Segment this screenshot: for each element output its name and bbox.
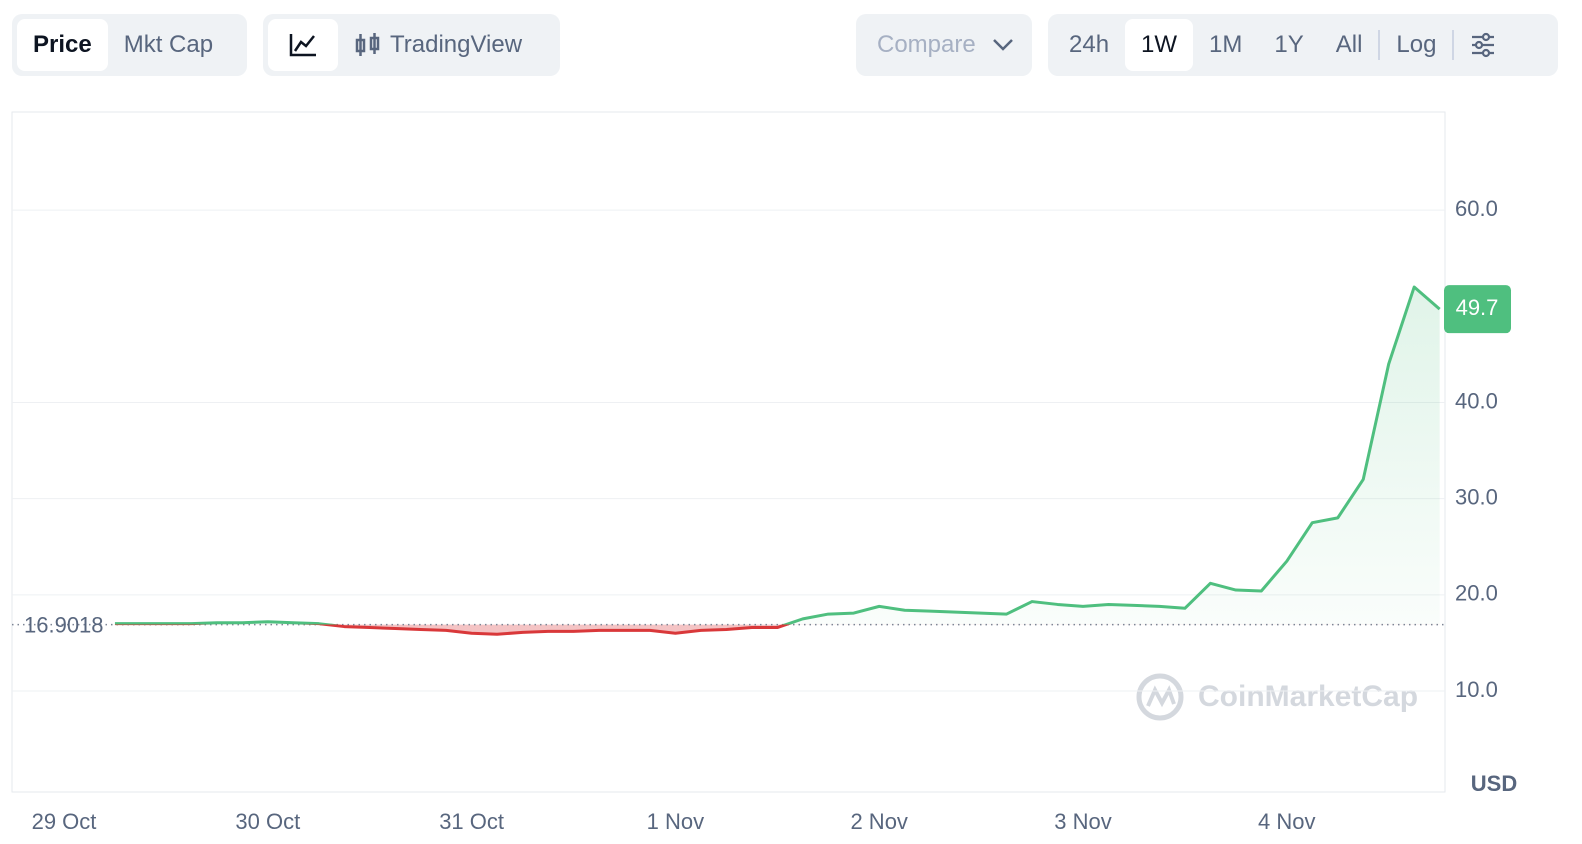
icon bbox=[355, 33, 380, 56]
price-line bbox=[114, 285, 1441, 636]
x-tick-label: 2 Nov bbox=[850, 809, 907, 834]
range-tabs: 24h 1W 1M 1Y All Log bbox=[1048, 14, 1558, 76]
x-tick-label: 29 Oct bbox=[32, 809, 97, 834]
x-tick-label: 30 Oct bbox=[235, 809, 300, 834]
x-tick-label: 31 Oct bbox=[439, 809, 504, 834]
last-price-label: 49.7 bbox=[1456, 295, 1499, 320]
plot-frame bbox=[11, 111, 1446, 793]
separator bbox=[1378, 30, 1381, 60]
last-price-badge bbox=[1444, 285, 1511, 334]
compare-label: Compare bbox=[877, 31, 976, 58]
y-tick-label: 10.0 bbox=[1455, 677, 1498, 702]
y-tick-label: 60.0 bbox=[1455, 196, 1498, 221]
view-tabs: Price Mkt Cap bbox=[12, 14, 247, 76]
line-chart-button[interactable] bbox=[268, 19, 338, 71]
y-tick-label: 40.0 bbox=[1455, 388, 1498, 413]
separator bbox=[1452, 30, 1455, 60]
tab-label: TradingView bbox=[390, 31, 523, 58]
y-tick-label: 20.0 bbox=[1455, 581, 1498, 606]
range[interactable]: All bbox=[1335, 31, 1363, 58]
baseline-label: 16.9018 bbox=[24, 612, 104, 637]
chart-tabs: TradingView bbox=[263, 14, 560, 76]
x-tick-label: 4 Nov bbox=[1258, 809, 1315, 834]
range[interactable]: 1M bbox=[1209, 31, 1243, 58]
x-tick-label: 3 Nov bbox=[1054, 809, 1111, 834]
icon bbox=[1472, 32, 1495, 58]
range[interactable]: 1Y bbox=[1274, 31, 1304, 58]
settings-button[interactable] bbox=[1454, 19, 1512, 71]
x-tick-label: 1 Nov bbox=[647, 809, 704, 834]
log-toggle[interactable]: Log bbox=[1396, 31, 1437, 58]
tradingview-button[interactable]: TradingView bbox=[338, 19, 538, 71]
y-tick-label: 30.0 bbox=[1455, 484, 1498, 509]
icon bbox=[289, 34, 316, 57]
area bbox=[114, 287, 1440, 635]
range[interactable]: 1W bbox=[1125, 19, 1194, 71]
watermark: CoinMarketCap bbox=[1136, 673, 1418, 721]
y-unit: USD bbox=[1471, 771, 1517, 796]
chevron bbox=[992, 39, 1013, 51]
tab[interactable]: Price bbox=[17, 19, 108, 71]
tab[interactable]: Mkt Cap bbox=[123, 31, 214, 58]
watermark-text: CoinMarketCap bbox=[1198, 680, 1418, 713]
compare-dropdown[interactable]: Compare bbox=[856, 14, 1032, 76]
range[interactable]: 24h bbox=[1069, 31, 1110, 58]
